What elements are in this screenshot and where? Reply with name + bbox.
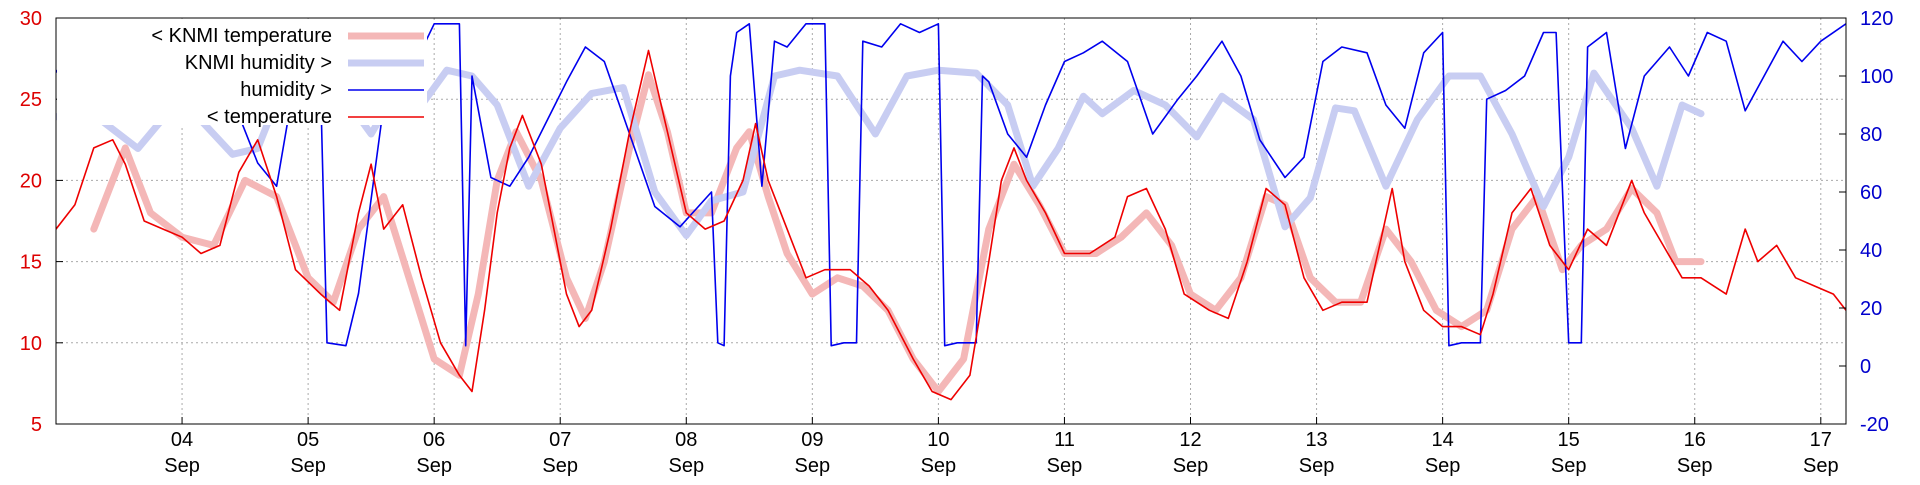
axes: 04Sep05Sep06Sep07Sep08Sep09Sep10Sep11Sep… xyxy=(20,8,1894,477)
y-right-tick-label: -20 xyxy=(1860,414,1889,436)
x-tick-label-month: Sep xyxy=(542,455,578,477)
y-right-tick-label: 0 xyxy=(1860,356,1871,378)
x-tick-label-day: 11 xyxy=(1054,429,1075,451)
x-tick-label-day: 07 xyxy=(549,429,571,451)
x-tick-label-month: Sep xyxy=(1299,455,1335,477)
x-tick-label-month: Sep xyxy=(416,455,452,477)
legend-label: humidity > xyxy=(240,79,332,101)
legend-label: KNMI humidity > xyxy=(185,52,332,74)
x-tick-label-month: Sep xyxy=(1803,455,1839,477)
x-tick-label-day: 10 xyxy=(927,429,949,451)
x-tick-label-month: Sep xyxy=(1047,455,1083,477)
y-left-tick-label: 10 xyxy=(20,333,42,355)
x-tick-label-month: Sep xyxy=(921,455,957,477)
x-tick-label-month: Sep xyxy=(290,455,326,477)
x-tick-label-day: 06 xyxy=(423,429,445,451)
x-tick-label-day: 04 xyxy=(171,429,193,451)
x-tick-label-month: Sep xyxy=(1551,455,1587,477)
legend-label: < KNMI temperature xyxy=(151,25,332,47)
x-tick-label-month: Sep xyxy=(1425,455,1461,477)
legend: < KNMI temperature KNMI humidity > humidit… xyxy=(57,19,427,128)
x-tick-label-day: 12 xyxy=(1179,429,1201,451)
x-tick-label-day: 09 xyxy=(801,429,823,451)
y-left-tick-label: 30 xyxy=(20,8,42,30)
x-tick-label-day: 15 xyxy=(1558,429,1580,451)
grid xyxy=(56,18,1846,424)
plot-frame xyxy=(55,17,1847,425)
y-left-tick-label: 15 xyxy=(20,252,42,274)
x-tick-label-month: Sep xyxy=(1173,455,1209,477)
y-left-tick-label: 25 xyxy=(20,89,42,111)
y-right-tick-label: 40 xyxy=(1860,240,1882,262)
x-tick-label-month: Sep xyxy=(795,455,831,477)
y-left-tick-label: 5 xyxy=(31,414,42,436)
legend-label: < temperature xyxy=(207,106,332,128)
x-tick-label-month: Sep xyxy=(668,455,704,477)
y-left-tick-label: 20 xyxy=(20,170,42,192)
x-tick-label-month: Sep xyxy=(1677,455,1713,477)
x-tick-label-day: 13 xyxy=(1305,429,1327,451)
y-right-tick-label: 20 xyxy=(1860,298,1882,320)
x-tick-label-day: 08 xyxy=(675,429,697,451)
y-right-tick-label: 100 xyxy=(1860,66,1893,88)
x-tick-label-month: Sep xyxy=(164,455,200,477)
series-line-temperature xyxy=(56,49,1846,401)
x-tick-label-day: 14 xyxy=(1431,429,1453,451)
y-right-tick-label: 80 xyxy=(1860,124,1882,146)
x-tick-label-day: 17 xyxy=(1810,429,1832,451)
x-tick-label-day: 05 xyxy=(297,429,319,451)
x-tick-label-day: 16 xyxy=(1684,429,1706,451)
y-right-tick-label: 60 xyxy=(1860,182,1882,204)
y-right-tick-label: 120 xyxy=(1860,8,1893,30)
